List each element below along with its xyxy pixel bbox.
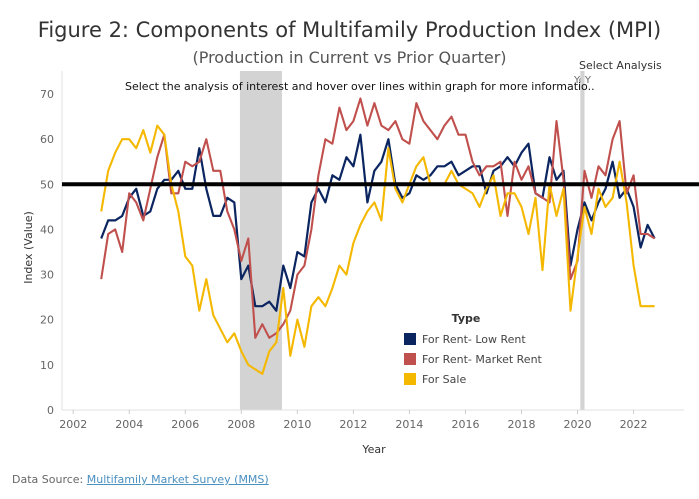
series-line-for-rent-market-rent[interactable] [100, 97, 656, 339]
legend-label[interactable]: For Rent- Low Rent [422, 333, 526, 346]
chart-note: Select the analysis of interest and hove… [125, 80, 595, 93]
x-tick-label: 2016 [451, 418, 479, 431]
legend-swatch [404, 333, 416, 345]
y-tick-label: 40 [40, 223, 54, 236]
legend-swatch [404, 353, 416, 365]
data-source-link[interactable]: Multifamily Market Survey (MMS) [86, 473, 269, 486]
legend: Type For Rent- Low Rent For Rent- Market R… [404, 312, 543, 386]
axes: 0 10 20 30 40 50 60 70 2002 2004 2006 2008 2010 2012 2… [40, 71, 684, 431]
x-tick-label: 2012 [339, 418, 367, 431]
chart-title: Figure 2: Components of Multifamily Prod… [37, 18, 662, 42]
y-tick-label: 70 [40, 88, 54, 101]
x-tick-label: 2004 [115, 418, 143, 431]
legend-swatch [404, 373, 416, 385]
series-lines [100, 97, 656, 375]
series-line-for-sale[interactable] [100, 124, 655, 375]
chart-subtitle: (Production in Current vs Prior Quarter) [192, 48, 507, 67]
data-source-prefix: Data Source: [12, 473, 87, 486]
series-line-for-rent-low-rent[interactable] [100, 133, 656, 312]
x-tick-label: 2002 [59, 418, 87, 431]
legend-label[interactable]: For Sale [422, 373, 466, 386]
y-tick-label: 20 [40, 314, 54, 327]
x-tick-label: 2006 [171, 418, 199, 431]
shaded-range-1 [580, 71, 585, 410]
y-tick-label: 10 [40, 359, 54, 372]
x-tick-label: 2014 [395, 418, 423, 431]
y-tick-label: 50 [40, 178, 54, 191]
x-axis-title: Year [361, 443, 386, 456]
x-tick-label: 2020 [564, 418, 592, 431]
y-tick-label: 30 [40, 269, 54, 282]
x-tick-label: 2008 [227, 418, 255, 431]
y-tick-label: 60 [40, 133, 54, 146]
y-tick-label: 0 [47, 404, 54, 417]
legend-label[interactable]: For Rent- Market Rent [422, 353, 543, 366]
legend-title: Type [452, 312, 481, 325]
select-analysis-label: Select Analysis [579, 59, 662, 72]
data-source: Data Source: Multifamily Market Survey (… [12, 473, 269, 486]
x-tick-label: 2010 [283, 418, 311, 431]
x-tick-label: 2022 [620, 418, 648, 431]
x-tick-label: 2018 [507, 418, 535, 431]
y-axis-title: Index (Value) [22, 211, 35, 284]
